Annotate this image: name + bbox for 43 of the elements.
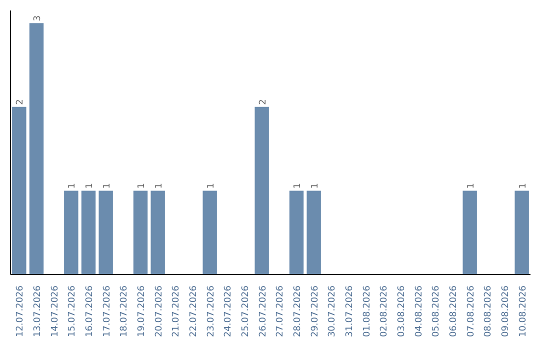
- x-tick-label: 27.07.2026: [276, 285, 286, 338]
- x-tick-label: 18.07.2026: [120, 285, 130, 338]
- data-label: 2: [258, 99, 268, 105]
- data-label: 1: [310, 182, 320, 189]
- x-tick-label: 25.07.2026: [241, 285, 251, 338]
- x-tick-label: 24.07.2026: [224, 285, 234, 338]
- x-tick-label: 07.08.2026: [466, 285, 476, 338]
- data-label: 1: [466, 182, 476, 189]
- x-tick-label: 26.07.2026: [258, 285, 268, 338]
- x-tick-label: 06.08.2026: [449, 285, 459, 338]
- x-tick-label: 19.07.2026: [137, 285, 147, 338]
- data-label: 1: [102, 182, 112, 189]
- x-tick-label: 02.08.2026: [380, 285, 390, 338]
- data-label: 1: [68, 182, 78, 189]
- x-tick-label: 05.08.2026: [432, 285, 442, 338]
- x-tick-label: 04.08.2026: [414, 285, 424, 338]
- x-tick-label: 15.07.2026: [68, 285, 78, 338]
- x-tick-label: 29.07.2026: [310, 285, 320, 338]
- data-label: 3: [33, 15, 43, 22]
- data-label: 1: [154, 182, 164, 189]
- x-tick-label: 30.07.2026: [328, 285, 338, 338]
- x-tick-label: 01.08.2026: [362, 285, 372, 338]
- data-label: 1: [518, 182, 528, 189]
- x-tick-label: 03.08.2026: [397, 285, 407, 338]
- x-tick-label: 12.07.2026: [16, 285, 26, 338]
- x-tick-label: 21.07.2026: [172, 285, 182, 338]
- data-label: 1: [85, 182, 95, 189]
- x-tick-label: 17.07.2026: [102, 285, 112, 338]
- x-tick-label: 31.07.2026: [345, 285, 355, 338]
- x-tick-label: 08.08.2026: [484, 285, 494, 338]
- x-tick-label: 10.08.2026: [518, 285, 528, 338]
- x-tick-label: 28.07.2026: [293, 285, 303, 338]
- x-tick-label: 22.07.2026: [189, 285, 199, 338]
- x-tick-label: 20.07.2026: [154, 285, 164, 338]
- x-tick-label: 23.07.2026: [206, 285, 216, 338]
- x-tick-label: 14.07.2026: [50, 285, 60, 338]
- x-tick-label: 09.08.2026: [501, 285, 511, 338]
- x-tick-label: 16.07.2026: [85, 285, 95, 338]
- data-label: 2: [16, 99, 26, 105]
- x-tick-label: 13.07.2026: [33, 285, 43, 338]
- data-label: 1: [137, 182, 147, 189]
- data-label: 1: [206, 182, 216, 189]
- data-label: 1: [293, 182, 303, 189]
